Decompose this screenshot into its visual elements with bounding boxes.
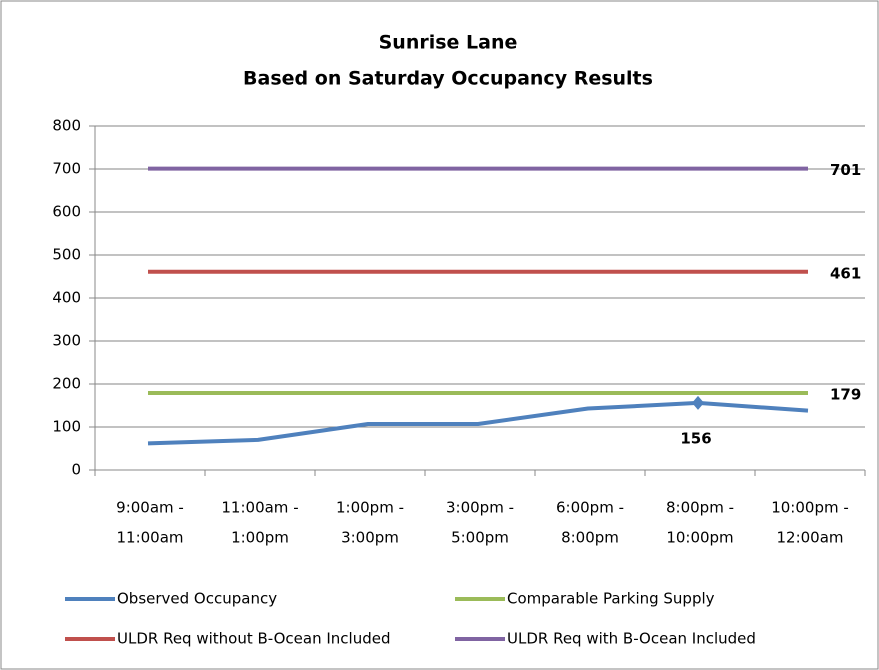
y-tick-label: 200 [52, 375, 81, 393]
x-tick-label: 12:00am [776, 529, 843, 547]
x-tick-label: 3:00pm - [446, 499, 514, 517]
x-tick-label: 11:00am [116, 529, 183, 547]
y-tick-label: 700 [52, 160, 81, 178]
legend-label: Comparable Parking Supply [507, 590, 715, 608]
y-tick-label: 400 [52, 289, 81, 307]
chart-title: Based on Saturday Occupancy Results [243, 68, 653, 90]
data-label: 179 [830, 386, 861, 404]
legend-label: ULDR Req with B-Ocean Included [507, 630, 756, 648]
chart-title: Sunrise Lane [379, 32, 518, 54]
x-tick-label: 8:00pm - [666, 499, 734, 517]
y-tick-label: 600 [52, 203, 81, 221]
data-label: 461 [830, 264, 861, 282]
y-tick-label: 100 [52, 418, 81, 436]
x-tick-label: 10:00pm [666, 529, 733, 547]
data-label: 701 [830, 161, 861, 179]
y-tick-label: 300 [52, 332, 81, 350]
y-tick-label: 0 [71, 461, 81, 479]
x-tick-label: 5:00pm [451, 529, 509, 547]
x-tick-label: 8:00pm [561, 529, 619, 547]
x-tick-label: 6:00pm - [556, 499, 624, 517]
marker [692, 395, 704, 410]
y-tick-label: 500 [52, 246, 81, 264]
data-label: 156 [680, 429, 711, 447]
x-tick-label: 10:00pm - [771, 499, 849, 517]
x-tick-label: 11:00am - [221, 499, 298, 517]
legend-label: ULDR Req without B-Ocean Included [117, 630, 391, 648]
x-tick-label: 1:00pm [231, 529, 289, 547]
y-tick-label: 800 [52, 117, 81, 135]
legend-label: Observed Occupancy [117, 590, 277, 608]
x-tick-label: 1:00pm - [336, 499, 404, 517]
x-tick-label: 9:00am - [116, 499, 184, 517]
x-tick-label: 3:00pm [341, 529, 399, 547]
